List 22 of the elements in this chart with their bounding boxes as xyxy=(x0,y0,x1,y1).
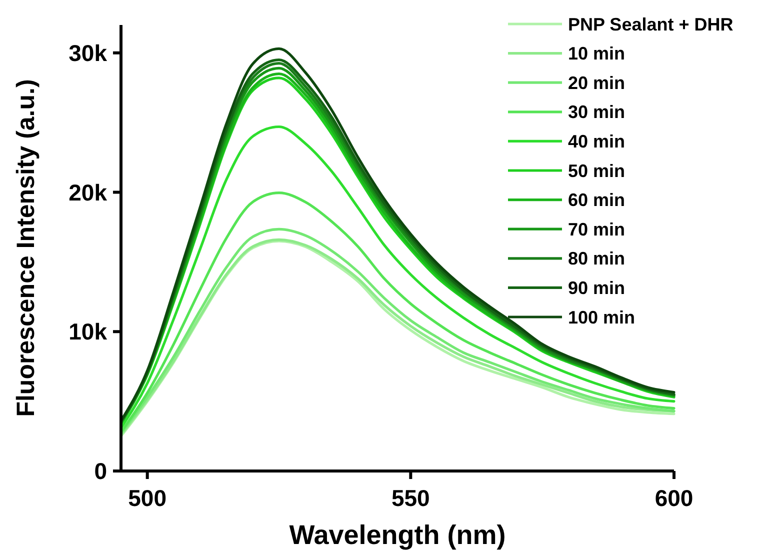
y-tick-label: 20k xyxy=(68,179,108,206)
legend-label: 60 min xyxy=(568,190,626,210)
legend-label: 90 min xyxy=(568,278,626,298)
y-tick-label: 10k xyxy=(68,318,108,345)
legend-label: 30 min xyxy=(568,102,626,122)
legend-label: 10 min xyxy=(568,44,626,64)
line-series xyxy=(120,125,676,430)
legend-label: 70 min xyxy=(568,219,626,240)
legend-label: 100 min xyxy=(568,307,636,328)
y-tick-label: 30k xyxy=(68,40,108,66)
legend-label: 80 min xyxy=(568,248,626,269)
legend-label: 40 min xyxy=(568,132,626,152)
line-series xyxy=(120,192,676,434)
legend-label: PNP Sealant + DHR xyxy=(568,14,734,34)
x-tick-label: 550 xyxy=(391,485,430,511)
legend-label: 50 min xyxy=(568,160,626,181)
x-tick-label: 500 xyxy=(128,485,167,511)
legend-label: 20 min xyxy=(568,72,626,93)
y-axis-title: Fluorescence Intensity (a.u.) xyxy=(12,79,40,417)
x-tick-label: 600 xyxy=(654,485,694,511)
y-tick-label: 0 xyxy=(94,458,107,484)
x-axis-title: Wavelength (nm) xyxy=(289,520,506,550)
